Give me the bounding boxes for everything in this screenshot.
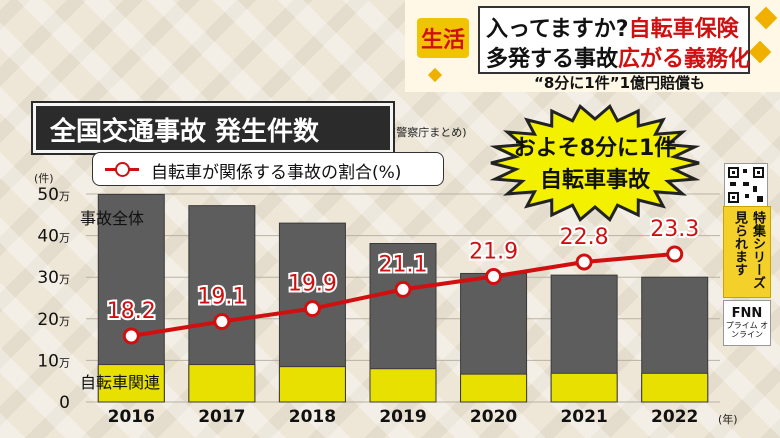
topic-badge: 生活	[417, 18, 469, 58]
bar-bicycle	[369, 368, 437, 403]
headline-line-1: 入ってますか?自転車保険	[486, 11, 739, 43]
y-tick-label: 50万	[37, 185, 70, 205]
bar-bicycle	[460, 373, 528, 403]
x-tick-label: 2018	[289, 407, 336, 427]
ratio-point	[303, 300, 321, 318]
ratio-data-label: 21.9	[469, 240, 518, 265]
y-tick-label: 0	[59, 393, 70, 413]
ratio-point	[394, 280, 412, 298]
headline-text: 多発する事故	[486, 47, 619, 72]
x-axis-ticks: 2016 2017 2018 2019 2020 2021 2022	[108, 407, 699, 427]
callout-text: およそ8分に1件 自転車事故	[505, 133, 685, 197]
y-tick-label: 20万	[37, 310, 70, 330]
callout-line-2: 自転車事故	[539, 168, 650, 193]
ratio-point	[666, 245, 684, 263]
fnn-logo: FNN プライム オンライン	[723, 300, 771, 346]
x-tick-label: 2021	[560, 407, 607, 427]
ratio-data-label: 19.1	[197, 285, 246, 310]
series-label-bicycle: 自転車関連	[80, 373, 160, 392]
fnn-text: FNN	[731, 306, 763, 321]
headline-highlight: 自転車保険	[628, 17, 739, 42]
bars	[97, 193, 709, 403]
x-tick-label: 2022	[651, 407, 698, 427]
headline-highlight: 広がる義務化	[618, 47, 751, 72]
ratio-point	[122, 327, 140, 345]
headline-line-2: 多発する事故広がる義務化	[486, 41, 750, 73]
x-tick-label: 2016	[108, 407, 155, 427]
callout-line-1: およそ8分に1件	[513, 136, 677, 161]
x-axis-unit: (年)	[718, 412, 738, 426]
ratio-point	[213, 313, 231, 331]
bar-bicycle	[550, 372, 618, 403]
ratio-data-label: 19.9	[288, 272, 337, 297]
series-link-tag[interactable]: 特集シリーズ 見られます	[723, 206, 771, 298]
callout-burst	[489, 104, 701, 222]
bar-bicycle	[278, 366, 346, 403]
x-tick-label: 2019	[379, 407, 426, 427]
y-tick-label: 30万	[37, 268, 70, 288]
ratio-line: 18.2 19.1 19.9 21.1 21.9 22.8 23.3	[105, 215, 701, 345]
series-label-total: 事故全体	[80, 209, 144, 228]
ratio-point	[575, 253, 593, 271]
source-note: (警察庁まとめ)	[392, 126, 467, 139]
bar-bicycle	[188, 364, 256, 403]
y-tick-label: 40万	[37, 227, 70, 247]
bar-bicycle	[97, 364, 165, 403]
legend-label: 自転車が関係する事故の割合(%)	[151, 163, 402, 183]
bar-bicycle	[641, 372, 709, 403]
ratio-data-label: 23.3	[650, 217, 699, 242]
y-axis-unit: (件)	[34, 172, 54, 185]
ratio-point	[485, 268, 503, 286]
y-tick-label: 10万	[37, 351, 70, 371]
subheadline: “8分に1件”1億円賠償も	[534, 74, 706, 92]
x-tick-label: 2020	[470, 407, 517, 427]
side-text-2: 見られます	[732, 211, 747, 276]
headline-text: 入ってますか?	[486, 17, 629, 42]
qr-code-icon	[724, 163, 768, 207]
ratio-data-label: 22.8	[560, 225, 609, 250]
ratio-data-label: 21.1	[379, 252, 428, 277]
side-text-1: 特集シリーズ	[750, 211, 765, 289]
x-tick-label: 2017	[198, 407, 245, 427]
chart-title: 全国交通事故 発生件数	[50, 117, 320, 147]
headline: 入ってますか?自転車保険 多発する事故広がる義務化	[478, 6, 750, 74]
legend: 自転車が関係する事故の割合(%)	[92, 152, 444, 186]
y-axis-ticks: 0 10万 20万 30万 40万 50万	[37, 185, 70, 413]
legend-marker-icon	[115, 162, 130, 177]
fnn-subtext: プライム オンライン	[725, 321, 769, 339]
ratio-data-label: 18.2	[107, 299, 156, 324]
chart-title-box: 全国交通事故 発生件数	[31, 101, 395, 155]
